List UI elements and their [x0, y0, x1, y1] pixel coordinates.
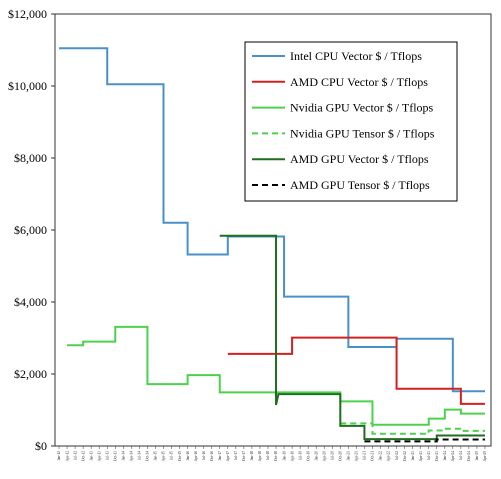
x-tick-label: Apr-24	[451, 451, 455, 462]
x-tick-label: Apr-16	[194, 451, 198, 462]
y-tick-label: $8,000	[14, 151, 47, 165]
axes: $0 $2,000 $4,000 $6,000 $8,000 $10,000 $12,000…	[8, 7, 492, 462]
legend-label: Nvidia GPU Vector $ / Tflops	[290, 101, 434, 115]
x-tick-label: Apr-19	[290, 451, 294, 462]
series-line	[67, 325, 485, 426]
x-tick-label: Oct-19	[306, 451, 310, 461]
x-tick-label: Jan-14	[122, 451, 126, 461]
x-tick-label: Jul-14	[138, 451, 142, 460]
x-tick-label: Oct-13	[113, 451, 117, 461]
x-tick-label: Oct-21	[371, 451, 375, 461]
x-tick-label: Jul-16	[202, 451, 206, 460]
x-tick-label: Jul-19	[298, 451, 302, 460]
legend-box	[244, 41, 458, 202]
x-tick-label: Apr-17	[226, 451, 230, 462]
x-tick-label: Apr-25	[483, 451, 487, 462]
series-line	[340, 422, 485, 435]
x-tick-label: Oct-17	[242, 451, 246, 461]
x-tick-label: Oct-12	[81, 451, 85, 461]
x-tick-label: Jan-24	[443, 451, 447, 461]
x-tick-label: Apr-20	[322, 451, 326, 462]
x-tick-label: Apr-22	[387, 451, 391, 462]
legend-label: AMD GPU Tensor $ / Tflops	[290, 178, 430, 192]
x-tick-label: Apr-23	[419, 451, 423, 462]
x-tick-label: Jul-23	[427, 451, 431, 460]
x-tick-label: Apr-12	[65, 451, 69, 462]
legend: Intel CPU Vector $ / Tflops AMD CPU Vecto…	[244, 41, 458, 202]
legend-label: AMD GPU Vector $ / Tflops	[290, 152, 429, 166]
series-line	[219, 234, 485, 441]
y-tick-label: $12,000	[8, 7, 47, 21]
x-tick-label: Apr-14	[130, 451, 134, 462]
x-tick-label: Jul-21	[363, 451, 367, 460]
x-tick-label: Oct-18	[274, 451, 278, 461]
x-tick-label: Jan-25	[475, 451, 479, 461]
x-tick-label: Jan-22	[379, 451, 383, 461]
x-tick-label: Oct-16	[210, 451, 214, 461]
x-tick-label: Oct-14	[146, 451, 150, 461]
y-tick-label: $0	[35, 439, 47, 453]
x-tick-label: Oct-24	[467, 451, 471, 461]
x-tick-label: Oct-23	[435, 451, 439, 461]
legend-label: AMD CPU Vector $ / Tflops	[290, 75, 428, 89]
x-tick-label: Apr-18	[258, 451, 262, 462]
x-tick-label: Apr-21	[355, 451, 359, 462]
series-line	[364, 438, 485, 443]
x-tick-label: Jan-18	[250, 451, 254, 461]
x-tick-label: Jul-13	[105, 451, 109, 460]
series-layer	[59, 47, 485, 443]
x-tick-label: Oct-22	[403, 451, 407, 461]
y-tick-label: $6,000	[14, 223, 47, 237]
x-tick-label: Jul-17	[234, 451, 238, 460]
y-tick-label: $4,000	[14, 295, 47, 309]
x-tick-label: Jul-24	[459, 451, 463, 460]
x-tick-label: Jan-19	[282, 451, 286, 461]
x-tick-label: Jul-22	[395, 451, 399, 460]
legend-label: Nvidia GPU Tensor $ / Tflops	[290, 126, 435, 140]
x-tick-label: Jan-15	[154, 451, 158, 461]
y-tick-label: $2,000	[14, 367, 47, 381]
x-tick-label: Jul-12	[73, 451, 77, 460]
x-tick-label: Apr-13	[97, 451, 101, 462]
x-tick-label: Jan-21	[347, 451, 351, 461]
x-tick-label: Jan-20	[314, 451, 318, 461]
y-tick-label: $10,000	[8, 79, 47, 93]
x-tick-label: Oct-20	[339, 451, 343, 461]
x-tick-label: Jan-13	[89, 451, 93, 461]
x-tick-label: Jul-15	[170, 451, 174, 460]
legend-label: Intel CPU Vector $ / Tflops	[290, 49, 422, 63]
x-tick-label: Oct-15	[178, 451, 182, 461]
x-tick-label: Jan-17	[218, 451, 222, 461]
x-tick-label: Jan-16	[186, 451, 190, 461]
x-tick-label: Jan-23	[411, 451, 415, 461]
x-tick-label: Apr-15	[162, 451, 166, 462]
x-tick-label: Jul-18	[266, 451, 270, 460]
x-tick-label: Jan-12	[57, 451, 61, 461]
x-tick-label: Jul-20	[330, 451, 334, 460]
series-line	[227, 336, 485, 405]
